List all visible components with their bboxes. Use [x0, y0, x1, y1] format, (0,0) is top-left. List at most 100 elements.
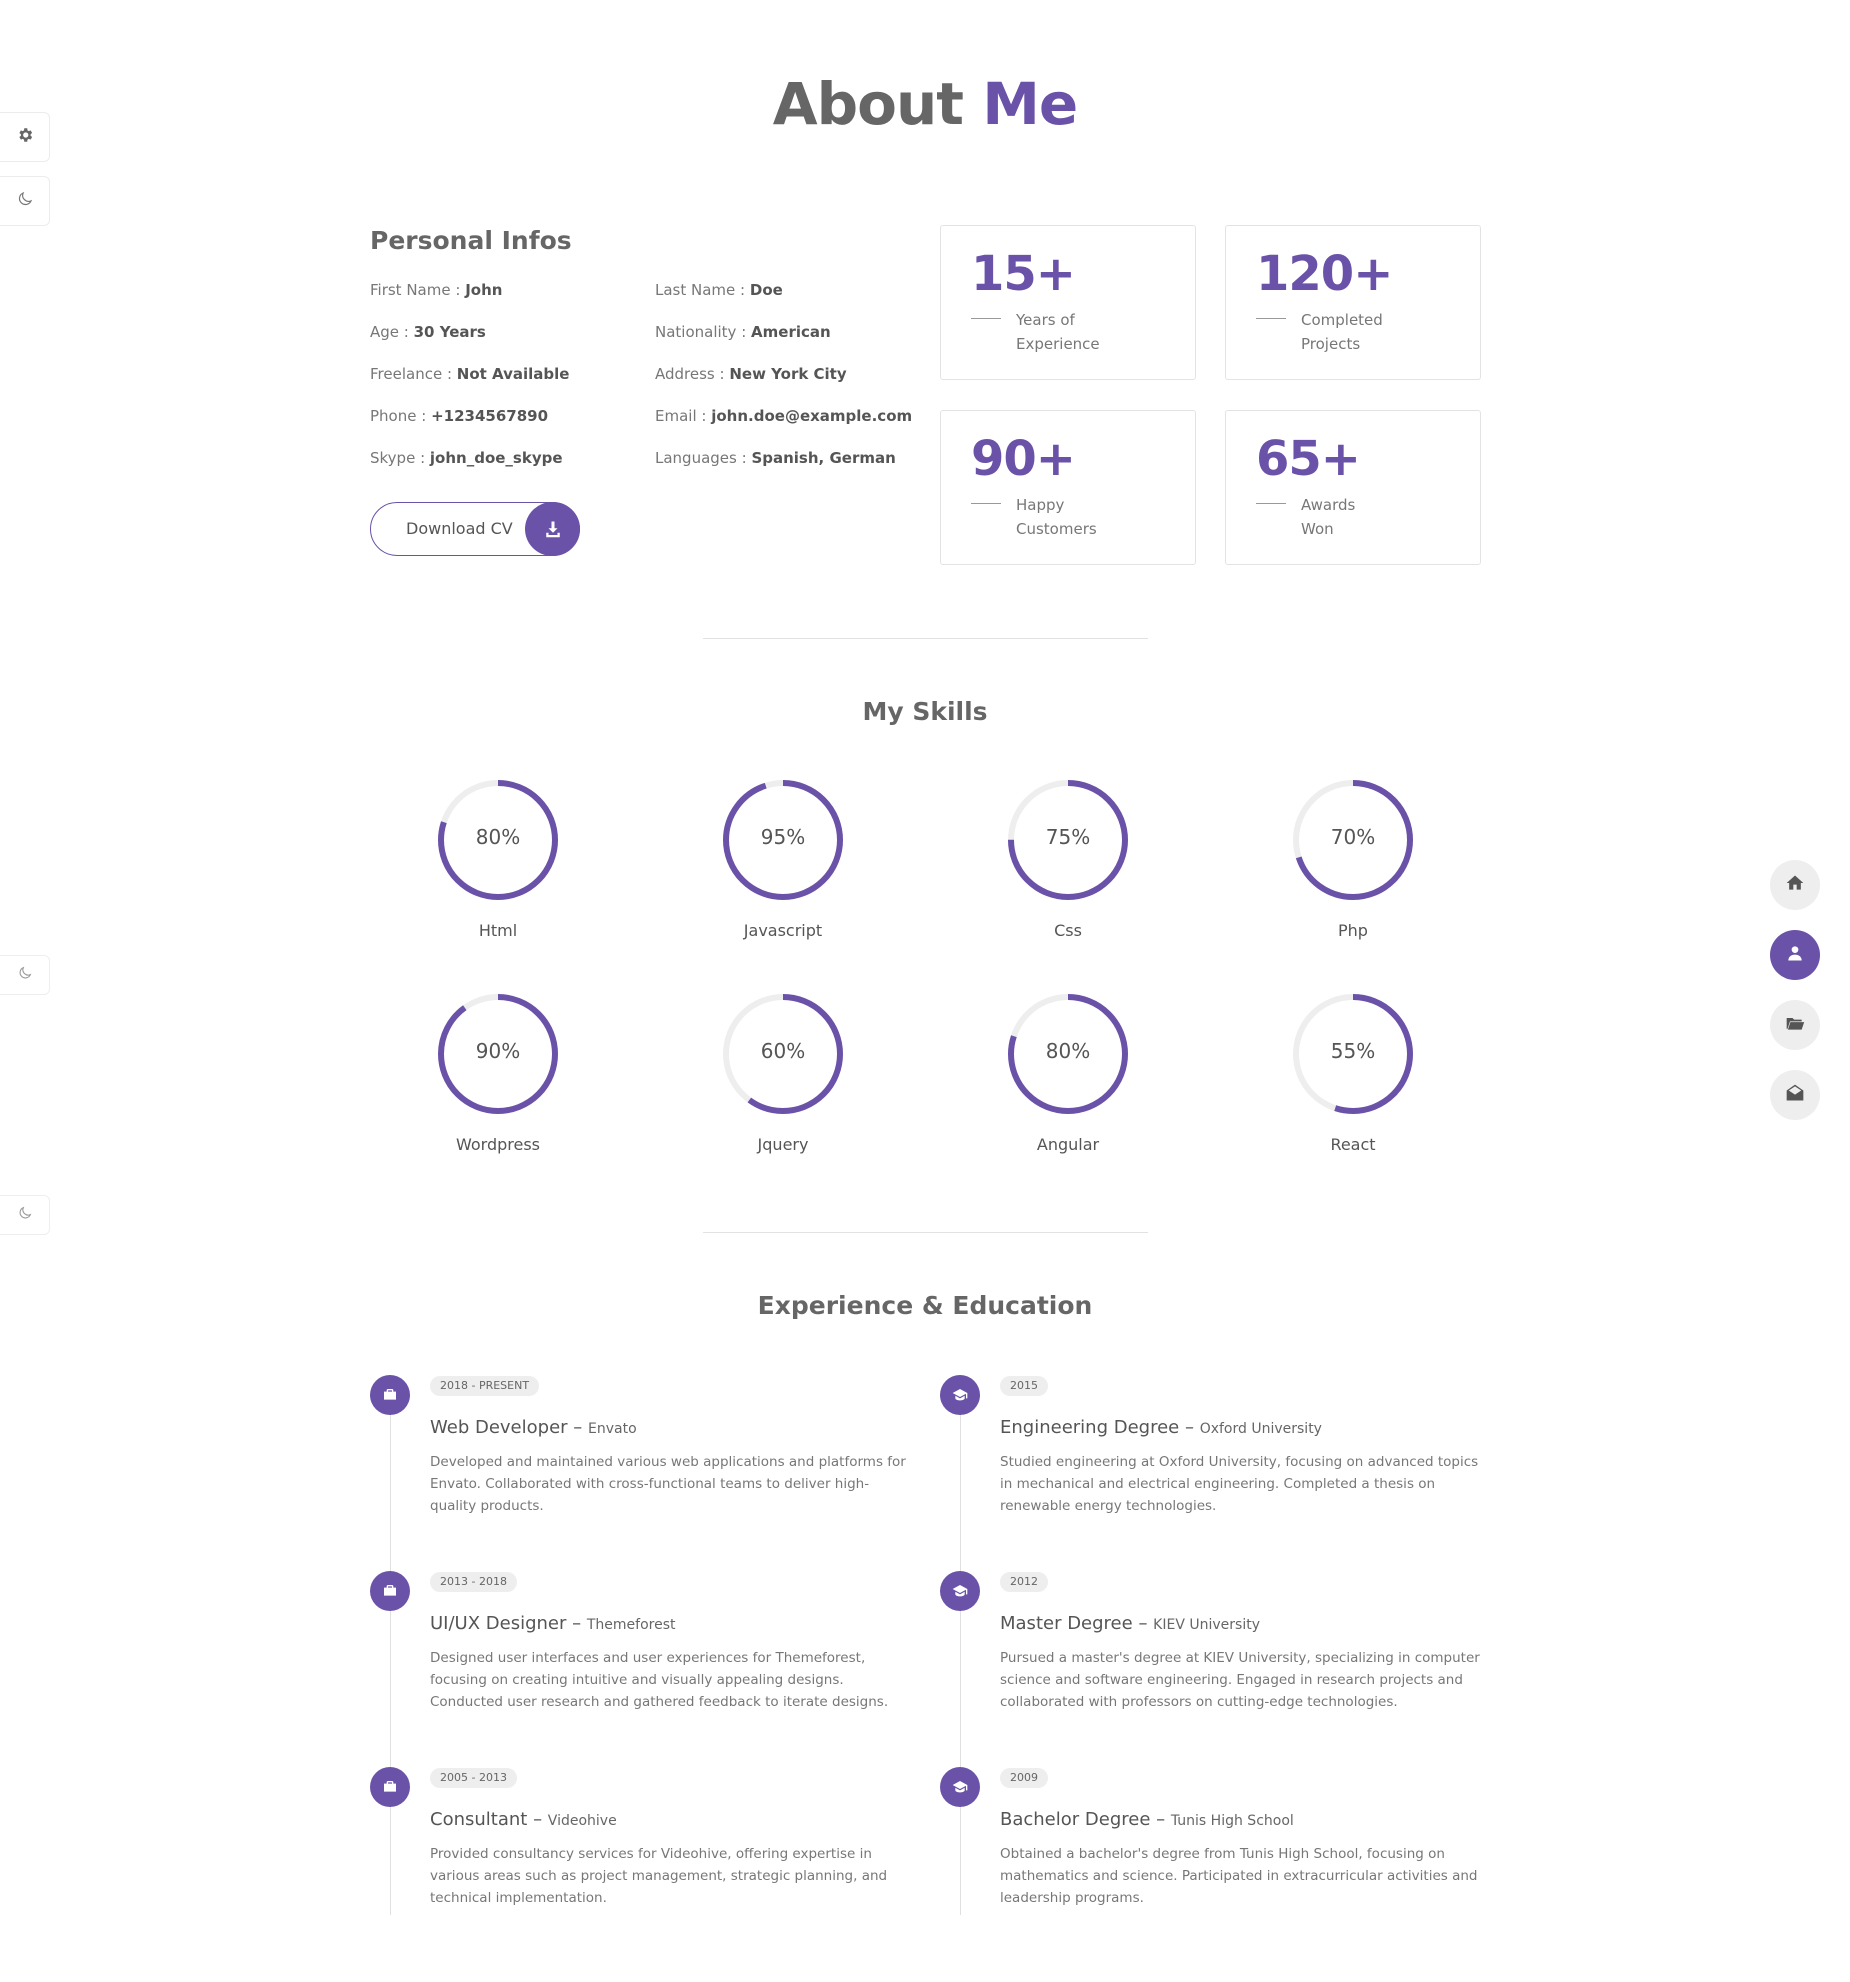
timeline-org: Themeforest: [586, 1617, 676, 1633]
dark-mode-toggle[interactable]: [0, 176, 50, 226]
timeline-description: Pursued a master's degree at KIEV Univer…: [1000, 1650, 1480, 1710]
stat-dash: [971, 503, 1001, 504]
info-row: Freelance : Not Available: [370, 365, 569, 383]
graduation-cap-icon: [940, 1767, 980, 1807]
stat-dash: [1256, 318, 1286, 319]
timeline-title: Experience & Education: [757, 1291, 1093, 1320]
stat-label-line2: Projects: [1301, 335, 1361, 353]
settings-button[interactable]: [0, 112, 50, 162]
personal-infos-title: Personal Infos: [370, 226, 572, 255]
gear-icon: [16, 126, 34, 148]
nav-about-button[interactable]: [1770, 930, 1820, 980]
info-value: Doe: [749, 281, 783, 299]
info-row: Age : 30 Years: [370, 323, 486, 341]
stat-label-line2: Won: [1301, 520, 1334, 538]
page-title-accent: Me: [982, 70, 1078, 138]
nav-contact-button[interactable]: [1770, 1070, 1820, 1120]
info-value: American: [751, 323, 831, 341]
stat-number: 90+: [971, 431, 1076, 487]
skill-percent: 70%: [1330, 825, 1376, 849]
skill-progress-arc: [723, 780, 843, 900]
page-title-main: About: [772, 70, 964, 138]
timeline-entry-title: UI/UX Designer – Themeforest: [430, 1613, 676, 1634]
graduation-cap-icon: [940, 1571, 980, 1611]
skill-item: 90% Wordpress: [398, 992, 598, 1154]
info-label: First Name :: [370, 281, 461, 299]
stat-card: 15+ Years of Experience: [940, 225, 1196, 380]
timeline-date: 2009: [1000, 1768, 1048, 1788]
skill-name: Php: [1338, 921, 1368, 940]
skill-name: Html: [478, 921, 518, 940]
timeline-date: 2005 - 2013: [430, 1768, 517, 1788]
timeline-description: Developed and maintained various web app…: [430, 1454, 906, 1514]
info-value: 30 Years: [413, 323, 486, 341]
skill-item: 60% Jquery: [683, 992, 883, 1154]
timeline-description: Designed user interfaces and user experi…: [430, 1650, 889, 1710]
envelope-icon: [1785, 1083, 1805, 1107]
timeline-role: Consultant: [430, 1809, 528, 1830]
download-icon: [525, 502, 580, 556]
home-icon: [1785, 873, 1805, 897]
skill-progress-arc: [723, 994, 843, 1114]
timeline-description: Provided consultancy services for Videoh…: [430, 1846, 888, 1906]
info-label: Address :: [655, 365, 725, 383]
skill-percent: 90%: [475, 1039, 521, 1063]
timeline-date: 2012: [1000, 1572, 1048, 1592]
dark-mode-toggle-2[interactable]: [0, 955, 50, 995]
nav-portfolio-button[interactable]: [1770, 1000, 1820, 1050]
timeline-role: Web Developer: [430, 1417, 568, 1438]
timeline-entry-title: Web Developer – Envato: [430, 1417, 637, 1438]
timeline-description: Obtained a bachelor's degree from Tunis …: [1000, 1846, 1478, 1906]
skill-progress-arc: [1293, 994, 1413, 1114]
skill-percent: 95%: [760, 825, 806, 849]
timeline-org: Envato: [588, 1421, 637, 1437]
stat-card: 120+ Completed Projects: [1225, 225, 1481, 380]
skill-ring: [438, 994, 558, 1114]
skill-name: React: [1330, 1135, 1376, 1154]
timeline-role: UI/UX Designer: [430, 1613, 567, 1634]
skill-percent: 60%: [760, 1039, 806, 1063]
timeline-org: Tunis High School: [1170, 1813, 1294, 1829]
moon-icon: [17, 965, 33, 985]
stat-label-line1: Years of: [1016, 311, 1075, 329]
skill-ring: [1008, 780, 1128, 900]
skill-progress-arc: [1008, 994, 1128, 1114]
info-value: John: [465, 281, 503, 299]
timeline-entry-title: Engineering Degree – Oxford University: [1000, 1417, 1322, 1438]
briefcase-icon: [370, 1767, 410, 1807]
stat-dash: [1256, 503, 1286, 504]
info-label: Nationality :: [655, 323, 747, 341]
skills-title: My Skills: [862, 697, 988, 726]
skill-progress-arc: [438, 994, 558, 1114]
skill-ring: [723, 780, 843, 900]
skill-name: Css: [1054, 921, 1082, 940]
skill-item: 95% Javascript: [683, 778, 883, 940]
stat-label-line1: Completed: [1301, 311, 1383, 329]
download-cv-label: Download CV: [406, 519, 513, 538]
timeline-line: [390, 1395, 391, 1915]
skill-ring: [1008, 994, 1128, 1114]
timeline-entry-title: Bachelor Degree – Tunis High School: [1000, 1809, 1294, 1830]
info-row: Skype : john_doe_skype: [370, 449, 563, 467]
skill-item: 55% React: [1253, 992, 1453, 1154]
info-label: Skype :: [370, 449, 426, 467]
download-cv-button[interactable]: Download CV: [370, 502, 580, 556]
skill-item: 75% Css: [968, 778, 1168, 940]
moon-icon: [16, 190, 34, 212]
stat-dash: [971, 318, 1001, 319]
timeline-entry-title: Consultant – Videohive: [430, 1809, 617, 1830]
timeline-date: 2018 - PRESENT: [430, 1376, 540, 1396]
skill-ring: [1293, 780, 1413, 900]
info-value: New York City: [729, 365, 847, 383]
info-row: Address : New York City: [655, 365, 847, 383]
dark-mode-toggle-3[interactable]: [0, 1195, 50, 1235]
nav-home-button[interactable]: [1770, 860, 1820, 910]
stat-label-line2: Customers: [1016, 520, 1097, 538]
skill-progress-arc: [1293, 780, 1413, 900]
skill-name: Angular: [1036, 1135, 1100, 1154]
moon-icon: [17, 1205, 33, 1225]
page-title: About Me: [0, 70, 1850, 138]
timeline-org: Oxford University: [1199, 1421, 1322, 1437]
skill-name: Jquery: [757, 1135, 809, 1154]
stat-label: Awards Won: [1301, 493, 1421, 541]
